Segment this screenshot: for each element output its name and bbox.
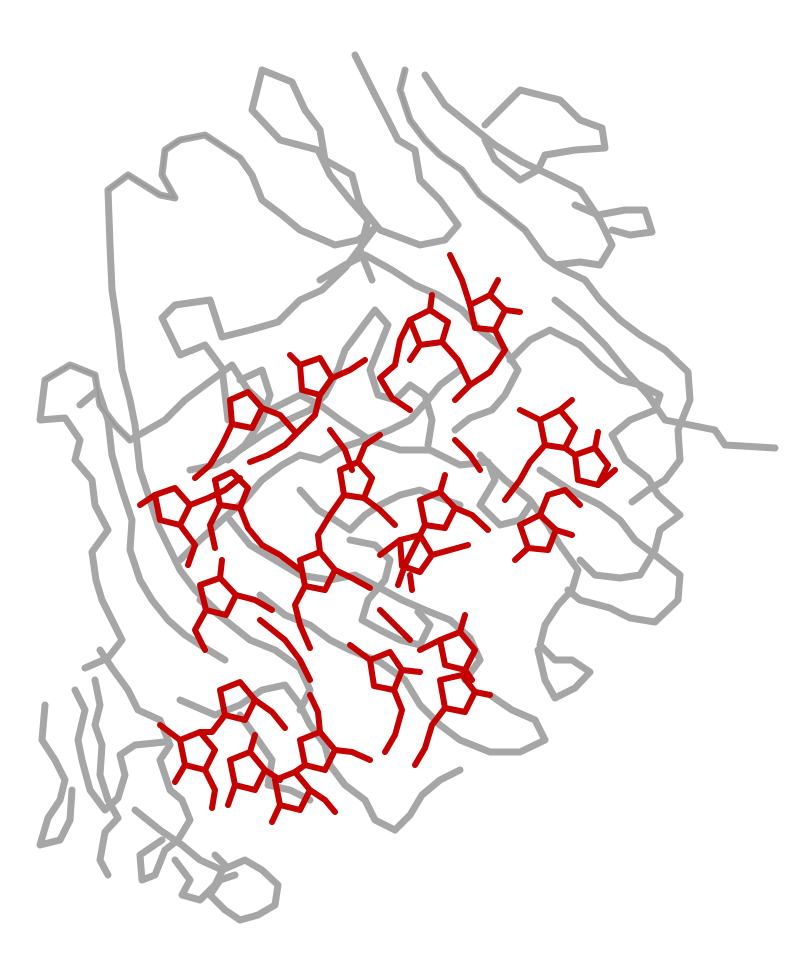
backbone-segment <box>536 466 684 626</box>
backbone-segment <box>506 326 684 582</box>
ligand-chain <box>192 405 298 481</box>
ligand-ring <box>177 729 218 773</box>
ligand-ring <box>367 649 405 693</box>
ligand-ring <box>417 489 458 531</box>
backbone-segment <box>36 376 126 672</box>
backbone-segment <box>36 701 76 849</box>
ligand-chain <box>407 277 523 363</box>
ligand-chain <box>377 537 471 593</box>
backbone-segment <box>91 676 122 879</box>
ligand-ring <box>212 469 251 511</box>
backbone-segment <box>131 806 282 924</box>
ligand-chain <box>512 487 583 563</box>
backbone-segment <box>481 86 609 184</box>
ligand-ring <box>297 729 338 773</box>
backbone-segment <box>104 131 379 424</box>
ligand-ring <box>227 389 265 431</box>
ligand-chain <box>269 692 373 825</box>
ligand-ring <box>467 292 508 333</box>
ligand-ring <box>337 459 375 501</box>
ligand-ring <box>537 407 578 451</box>
ligand-chain <box>225 732 283 808</box>
ligand-chain <box>347 642 423 755</box>
ligand-ring <box>437 672 478 715</box>
backbone-shade <box>399 69 526 231</box>
backbone-segment <box>176 366 464 564</box>
ligand-ring <box>397 532 435 575</box>
ligand-chain <box>192 557 275 653</box>
ligand-ring <box>217 679 258 723</box>
ligand-chain <box>157 697 288 811</box>
ligand-ring <box>517 512 559 553</box>
backbone-segment <box>396 66 694 506</box>
backbone-segment <box>186 306 436 474</box>
ligand-chain <box>502 397 618 503</box>
ligand-ring <box>297 355 335 398</box>
backbone-segment <box>171 851 229 904</box>
backbone-segment <box>258 51 462 249</box>
backbone-segment <box>76 386 229 664</box>
ligand-ring <box>297 549 338 593</box>
backbone-shade <box>44 364 131 441</box>
ligand-chain <box>412 612 493 768</box>
backbone-segment <box>248 66 376 284</box>
ligand-chain <box>315 432 398 538</box>
ligand-sticks <box>137 252 618 825</box>
ligand-chain <box>377 252 508 413</box>
ligand-ring <box>152 485 193 528</box>
ligand-ring <box>572 445 611 488</box>
backbone-segment <box>571 201 656 239</box>
ligand-ring <box>407 307 451 348</box>
backbone-segment <box>96 646 194 884</box>
ligand-chain <box>257 427 483 683</box>
backbone-segment <box>104 186 222 616</box>
ligand-ring <box>197 575 239 618</box>
backbone-segment <box>196 596 314 714</box>
protein-backbone-shading <box>44 69 526 441</box>
backbone-segment <box>71 686 169 814</box>
backbone-shade <box>107 134 241 199</box>
ligand-ring <box>437 629 478 673</box>
ligand-chain <box>292 532 373 651</box>
ligand-ring <box>227 749 268 793</box>
backbone-segment <box>256 591 549 756</box>
backbone-segment <box>41 361 534 529</box>
ligand-ring <box>272 769 313 813</box>
backbone-segment <box>421 71 616 269</box>
ligand-chain <box>207 502 303 573</box>
ligand-chain <box>247 352 368 465</box>
